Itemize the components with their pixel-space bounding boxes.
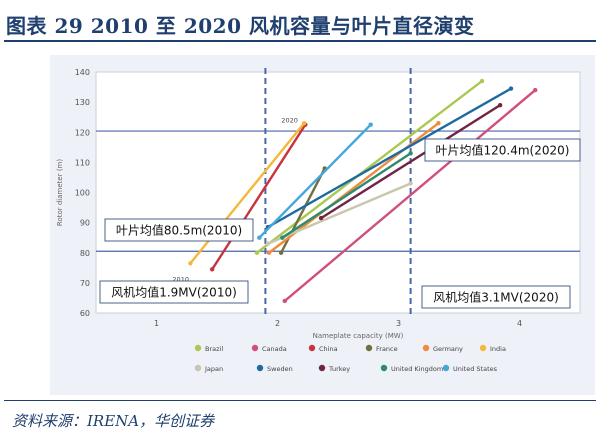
series-point-2020 — [497, 102, 503, 108]
chart-panel: 60 70 80 90 100 110 120 130 140 1 2 3 4 Nameplate cap… — [50, 55, 595, 395]
series-point-2010 — [265, 241, 271, 246]
callout-capacity-2010-box — [99, 280, 249, 304]
series-line — [210, 123, 307, 271]
footer-divider — [4, 400, 596, 401]
series-line — [266, 87, 513, 229]
series-point-2010 — [257, 235, 262, 240]
legend-label: Turkey — [328, 365, 350, 373]
series-point-2010 — [318, 215, 324, 221]
callout-diameter-2010: 叶片均值80.5m(2010) — [104, 218, 254, 242]
legend-swatch — [380, 364, 388, 372]
legend-swatch — [251, 344, 259, 352]
callout-diameter-2020-box — [424, 138, 581, 162]
legend: Brazil Canada China France Germany India Japan… — [194, 344, 506, 373]
series-line — [283, 88, 537, 303]
legend-swatch — [422, 344, 430, 352]
legend-swatch — [479, 344, 487, 352]
axes: 60 70 80 90 100 110 120 130 140 1 2 3 4 Nameplate cap… — [56, 68, 522, 340]
series-line — [266, 182, 412, 245]
legend-label: Germany — [433, 345, 463, 353]
year-label-2020: 2020 — [281, 116, 298, 124]
series-group — [188, 78, 538, 304]
series-line — [258, 123, 372, 239]
callout-capacity-2020: 风机均值3.1MV(2020) — [421, 285, 571, 309]
y-tick-label: 130 — [75, 98, 90, 107]
series-point-2010 — [209, 267, 215, 272]
y-axis-title: Rotor diameter (m) — [56, 159, 64, 226]
callout-diameter-2010-box — [104, 218, 254, 242]
series-point-2010 — [266, 250, 272, 255]
plot-background — [95, 71, 581, 314]
x-tick-label: 4 — [517, 319, 522, 328]
y-tick-label: 140 — [75, 68, 90, 77]
series-point-2010 — [188, 261, 193, 266]
legend-label: United Kingdom — [391, 365, 443, 373]
legend-label: United States — [453, 365, 498, 373]
callout-diameter-2010-text: 叶片均值80.5m(2010) — [116, 223, 242, 238]
legend-label: India — [490, 345, 506, 353]
legend-swatch — [308, 344, 316, 352]
series-point-2010 — [282, 298, 287, 304]
legend-swatch — [256, 364, 264, 372]
legend-label: Canada — [262, 345, 287, 353]
source-note: 资料来源：IRENA，华创证券 — [12, 412, 215, 430]
legend-swatch — [365, 344, 373, 352]
legend-label: France — [376, 345, 398, 353]
series-point-2020 — [301, 121, 307, 126]
year-label-2010: 2010 — [172, 275, 189, 283]
series-point-2020 — [408, 151, 413, 156]
legend-label: Japan — [204, 365, 223, 373]
series-point-2020 — [368, 122, 373, 127]
header-divider — [4, 40, 596, 42]
callout-capacity-2010: 风机均值1.9MV(2010) — [99, 280, 249, 304]
x-tick-label: 3 — [396, 319, 401, 328]
series-point-2020 — [408, 181, 413, 186]
legend-label: China — [319, 345, 338, 353]
figure-title: 图表 29 2010 至 2020 风机容量与叶片直径演变 — [6, 14, 475, 38]
y-tick-label: 120 — [75, 128, 90, 137]
y-tick-label: 90 — [80, 219, 90, 228]
legend-swatch — [194, 344, 202, 352]
series-point-2010 — [254, 250, 260, 255]
y-tick-label: 60 — [80, 309, 90, 318]
legend-swatch — [194, 364, 202, 372]
series-point-2020 — [479, 78, 485, 84]
callout-diameter-2020-text: 叶片均值120.4m(2020) — [436, 143, 570, 158]
series-line — [255, 79, 484, 254]
series-point-2020 — [508, 86, 514, 91]
plot-area — [95, 71, 581, 314]
annotations: 2020 2010 叶片均值120.4m(2020) 叶片均值80.5m(2010) 风… — [99, 116, 581, 309]
series-point-2020 — [436, 121, 441, 126]
callout-capacity-2020-text: 风机均值3.1MV(2020) — [433, 290, 559, 305]
legend-swatch — [442, 364, 450, 372]
series-point-2010 — [278, 250, 284, 255]
x-tick-label: 1 — [154, 319, 159, 328]
y-tick-label: 110 — [75, 158, 90, 167]
series-point-2020 — [533, 87, 538, 93]
reference-lines — [96, 68, 580, 315]
series-line — [281, 152, 412, 239]
callout-diameter-2020: 叶片均值120.4m(2020) — [424, 138, 581, 162]
callout-capacity-2010-text: 风机均值1.9MV(2010) — [111, 285, 237, 300]
y-tick-label: 70 — [80, 279, 90, 288]
legend-swatch — [318, 364, 326, 372]
rotor-vs-capacity-chart: 60 70 80 90 100 110 120 130 140 1 2 3 4 Nameplate cap… — [56, 68, 581, 373]
legend-label: Brazil — [205, 345, 223, 353]
callout-capacity-2020-box — [421, 285, 571, 309]
report-header: 图表 29 2010 至 2020 风机容量与叶片直径演变 — [0, 0, 600, 46]
y-tick-label: 80 — [80, 249, 90, 258]
x-tick-label: 2 — [275, 319, 280, 328]
series-point-2010 — [280, 235, 285, 240]
x-axis-title: Nameplate capacity (MW) — [313, 332, 404, 340]
legend-label: Sweden — [267, 365, 293, 373]
series-line — [319, 103, 502, 220]
y-tick-label: 100 — [75, 189, 90, 198]
